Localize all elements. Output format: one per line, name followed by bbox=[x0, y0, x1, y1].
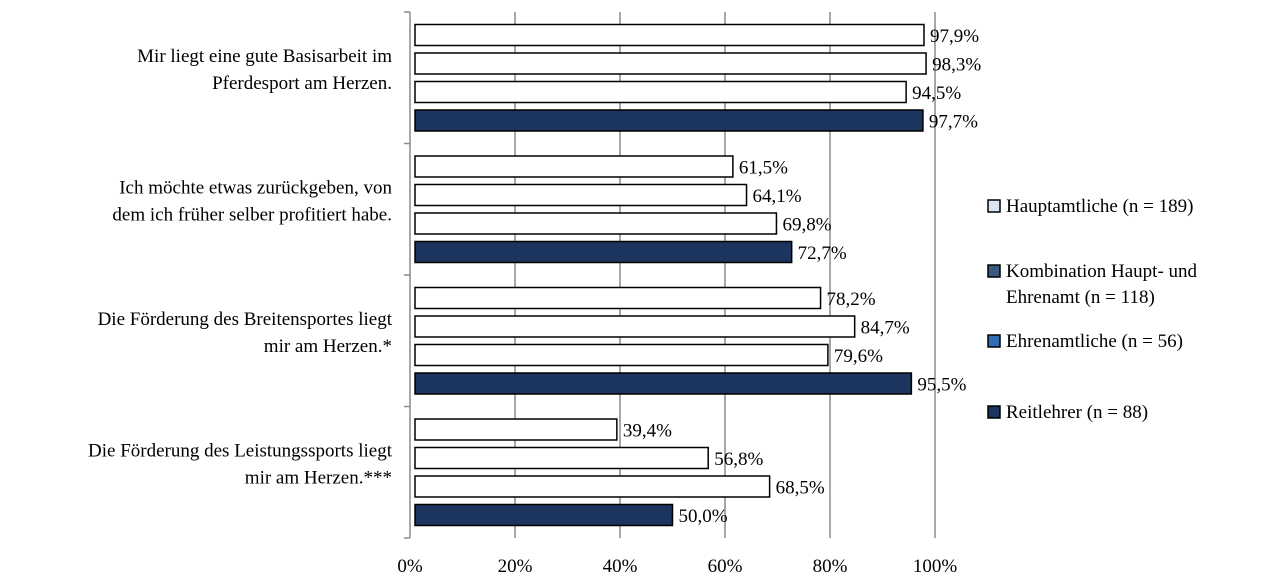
bar bbox=[414, 418, 618, 441]
bar bbox=[414, 155, 734, 178]
legend-swatch bbox=[987, 405, 1001, 419]
category-label: mir am Herzen.* bbox=[264, 336, 392, 357]
legend-swatch bbox=[987, 334, 1001, 348]
data-label: 84,7% bbox=[861, 318, 910, 339]
data-label: 69,8% bbox=[782, 215, 831, 236]
legend-swatch bbox=[987, 199, 1001, 213]
category-axis bbox=[404, 11, 411, 539]
bar bbox=[414, 183, 748, 207]
legend-label: Kombination Haupt- und bbox=[1006, 261, 1198, 282]
data-label: 94,5% bbox=[912, 83, 961, 104]
legend-label: Ehrenamtliche (n = 56) bbox=[1006, 331, 1183, 352]
category-label: Mir liegt eine gute Basisarbeit im bbox=[137, 46, 392, 67]
legend-label: Ehrenamt (n = 118) bbox=[1006, 287, 1155, 308]
bar bbox=[414, 503, 674, 527]
x-tick-label: 40% bbox=[603, 556, 638, 577]
data-label: 72,7% bbox=[798, 243, 847, 264]
x-tick-label: 0% bbox=[397, 556, 423, 577]
legend-label: Hauptamtliche (n = 189) bbox=[1006, 196, 1193, 217]
category-labels: Mir liegt eine gute Basisarbeit im Pferde… bbox=[88, 46, 393, 489]
data-label: 61,5% bbox=[739, 158, 788, 179]
category-label: Pferdesport am Herzen. bbox=[212, 73, 392, 94]
data-label: 39,4% bbox=[623, 421, 672, 442]
bar bbox=[414, 315, 856, 338]
x-tick-label: 20% bbox=[498, 556, 533, 577]
bar bbox=[414, 52, 927, 75]
category-label: Die Förderung des Leistungssports liegt bbox=[88, 440, 393, 461]
bar bbox=[414, 109, 924, 132]
x-tick-label: 100% bbox=[913, 556, 958, 577]
bar bbox=[414, 240, 793, 264]
bars bbox=[414, 23, 927, 527]
data-label: 79,6% bbox=[834, 346, 883, 367]
data-label: 97,9% bbox=[930, 26, 979, 47]
data-label: 78,2% bbox=[827, 289, 876, 310]
bar bbox=[414, 475, 771, 498]
data-label: 68,5% bbox=[776, 478, 825, 499]
bar bbox=[414, 212, 778, 235]
category-label: Ich möchte etwas zurückgeben, von bbox=[119, 177, 392, 198]
data-label: 64,1% bbox=[753, 186, 802, 207]
bar bbox=[414, 23, 925, 47]
data-label: 50,0% bbox=[679, 506, 728, 527]
legend-swatch bbox=[987, 264, 1001, 278]
legend: Hauptamtliche (n = 189) Kombination Haupt… bbox=[987, 196, 1198, 423]
data-label: 97,7% bbox=[929, 112, 978, 133]
x-tick-label: 60% bbox=[708, 556, 743, 577]
category-label: Die Förderung des Breitensportes liegt bbox=[98, 309, 393, 330]
bar bbox=[414, 286, 822, 310]
bar bbox=[414, 446, 709, 470]
data-label: 98,3% bbox=[932, 55, 981, 76]
bar bbox=[414, 372, 913, 395]
category-label: dem ich früher selber profitiert habe. bbox=[112, 204, 392, 225]
bar bbox=[414, 80, 907, 104]
legend-label: Reitlehrer (n = 88) bbox=[1006, 402, 1148, 423]
x-tick-labels: 0% 20% 40% 60% 80% 100% bbox=[397, 556, 957, 577]
value-labels: 97,9% 98,3% 94,5% 97,7% 61,5% 64,1% 69,8% 72,7%… bbox=[623, 26, 981, 527]
x-tick-label: 80% bbox=[813, 556, 848, 577]
data-label: 56,8% bbox=[714, 449, 763, 470]
data-label: 95,5% bbox=[917, 375, 966, 396]
category-label: mir am Herzen.*** bbox=[245, 467, 392, 488]
bar bbox=[414, 343, 829, 367]
